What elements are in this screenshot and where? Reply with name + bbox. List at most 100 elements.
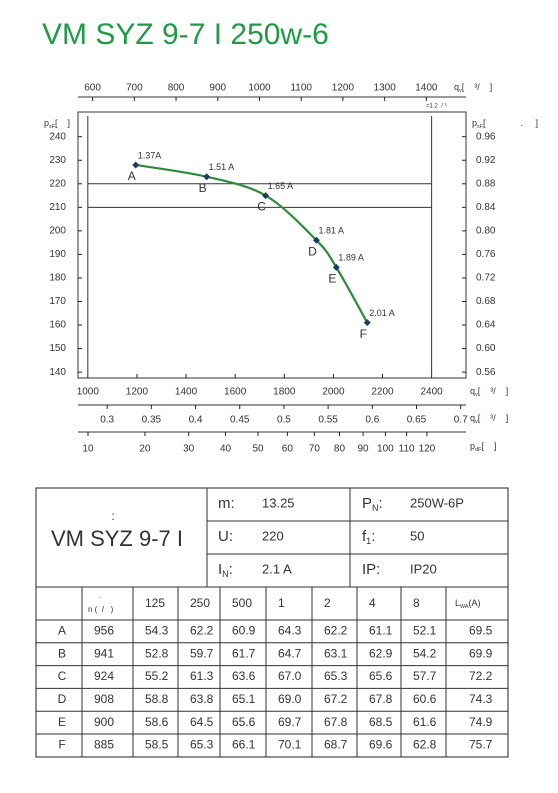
axis-label: psF[ ] xyxy=(44,118,70,130)
label-part: : xyxy=(371,528,375,545)
cell: 52.1 xyxy=(413,624,437,638)
cell: 61.7 xyxy=(232,646,256,660)
cell: 65.6 xyxy=(369,669,393,683)
subscript: 1 xyxy=(366,536,371,546)
subscript: v xyxy=(475,419,478,425)
x2-tick-label: 1000 xyxy=(248,83,271,94)
cell: 74.9 xyxy=(469,715,493,729)
x4-tick-label: 80 xyxy=(334,444,346,455)
x4-tick-label: 10 xyxy=(82,444,94,455)
row-label: D xyxy=(58,692,67,706)
label-part: q xyxy=(454,82,459,92)
point-annotation: 1.65 A xyxy=(268,181,294,191)
subscript: WA xyxy=(460,604,469,610)
point-label: C xyxy=(257,200,266,214)
cell: 54.2 xyxy=(413,646,437,660)
cell: 65.3 xyxy=(190,738,214,752)
column-header: n ( / ) xyxy=(88,605,114,614)
x4-tick-label: 90 xyxy=(358,444,370,455)
point-annotation: 2.01 A xyxy=(369,308,395,318)
spec-label: f1: xyxy=(362,528,375,546)
axis-label: pdF[ ] xyxy=(470,441,496,453)
x4-tick-label: 30 xyxy=(183,444,195,455)
y-tick-label: 180 xyxy=(49,273,66,284)
operating-point xyxy=(332,263,340,271)
cell: 62.8 xyxy=(413,738,437,752)
cell: 54.3 xyxy=(145,624,169,638)
subscript: sF xyxy=(49,124,56,130)
y-tick-label: 240 xyxy=(49,131,66,142)
spec-label: IN: xyxy=(218,561,233,579)
cell: 956 xyxy=(94,624,114,638)
label-part: I xyxy=(218,561,222,578)
label-part: [ ³/ ] xyxy=(478,413,509,423)
label-part: [ ³/ ] xyxy=(478,386,509,396)
label-part: (A) xyxy=(469,598,481,608)
cell: 67.8 xyxy=(369,692,393,706)
label-part: [ . ] xyxy=(483,118,538,128)
cell: 72.2 xyxy=(469,669,493,683)
cell: 58.8 xyxy=(145,692,169,706)
x2-tick-label: 1300 xyxy=(374,83,397,94)
cell: 900 xyxy=(94,715,114,729)
y2-tick-label: 0.56 xyxy=(476,367,496,378)
cell: 924 xyxy=(94,669,114,683)
axis-label: qv[ ³/ ] xyxy=(470,386,508,398)
y-tick-label: 200 xyxy=(49,226,66,237)
y-tick-label: 170 xyxy=(49,296,66,307)
y2-tick-label: 0.68 xyxy=(476,296,496,307)
column-header: 1 xyxy=(278,596,285,610)
cell: 57.7 xyxy=(413,669,437,683)
cell: 908 xyxy=(94,692,114,706)
label-part: [ ] xyxy=(481,441,496,451)
operating-point xyxy=(312,236,320,244)
x3-tick-label: 0.7 xyxy=(454,415,468,426)
axis-label: psF[ . ] xyxy=(472,118,538,130)
label-part: IP: xyxy=(362,561,380,578)
x-tick-label: 2400 xyxy=(420,387,443,398)
cell: 64.3 xyxy=(278,624,302,638)
y2-tick-label: 0.84 xyxy=(476,202,496,213)
cell: 68.5 xyxy=(369,715,393,729)
label-part: U: xyxy=(218,528,233,545)
label-part: [ ³/ ] xyxy=(462,82,493,92)
cell: 58.6 xyxy=(145,715,169,729)
y2-tick-label: 0.76 xyxy=(476,249,496,260)
fan-curve xyxy=(135,163,369,324)
cell: 63.1 xyxy=(324,646,348,660)
operating-point xyxy=(363,319,371,327)
y2-tick-label: 0.96 xyxy=(476,131,496,142)
point-annotation: 1.81 A xyxy=(318,226,344,236)
header-mark: . xyxy=(99,591,101,600)
x2-tick-label: 1400 xyxy=(415,83,438,94)
x-tick-label: 1200 xyxy=(126,387,149,398)
subscript: dF xyxy=(475,447,482,453)
x4-tick-label: 60 xyxy=(282,444,294,455)
row-label: E xyxy=(58,715,66,729)
model-mark: : xyxy=(111,509,114,523)
label-part: P xyxy=(362,495,372,512)
x2-tick-label: 700 xyxy=(126,83,143,94)
y2-tick-label: 0.64 xyxy=(476,320,496,331)
x3-tick-label: 0.35 xyxy=(142,415,162,426)
row-label: B xyxy=(58,646,66,660)
x-tick-label: 2000 xyxy=(322,387,345,398)
cell: 69.7 xyxy=(278,715,302,729)
y2-tick-label: 0.80 xyxy=(476,226,496,237)
axis-label: qv[ ³/ ] xyxy=(454,82,492,94)
cell: 941 xyxy=(94,646,114,660)
label-part: p xyxy=(44,118,49,128)
label-part: f xyxy=(362,528,367,545)
point-label: E xyxy=(328,272,336,286)
label-part: L xyxy=(455,598,460,608)
x4-tick-label: 120 xyxy=(419,444,436,455)
spec-value: 250W-6P xyxy=(410,495,464,510)
label-part: p xyxy=(470,441,475,451)
cell: 62.2 xyxy=(190,624,214,638)
x-tick-label: 2200 xyxy=(371,387,394,398)
column-header: 125 xyxy=(145,596,165,610)
y-tick-label: 160 xyxy=(49,320,66,331)
spec-label: IP: xyxy=(362,561,380,578)
y2-tick-label: 0.72 xyxy=(476,273,496,284)
y-tick-label: 210 xyxy=(49,202,66,213)
